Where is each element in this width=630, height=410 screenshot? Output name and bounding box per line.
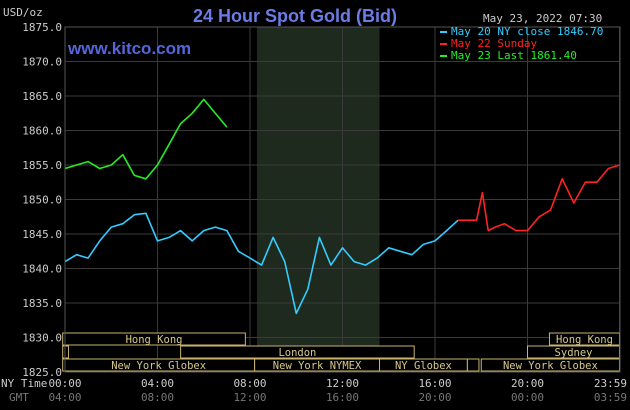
x-tick-label-ny: 20:00 (511, 377, 544, 390)
session-bar-label: NY Globex (395, 360, 452, 372)
session-bar-label: London (278, 347, 316, 359)
y-tick-label: 1855.0 (22, 159, 62, 172)
chart-title: 24 Hour Spot Gold (Bid) (193, 6, 397, 26)
x-tick-label-ny: 04:00 (141, 377, 174, 390)
x-tick-label-ny: 23:59 (594, 377, 627, 390)
x-tick-label-gmt: 00:00 (511, 391, 544, 404)
timestamp: May 23, 2022 07:30 (483, 12, 602, 25)
legend-swatch (440, 31, 447, 33)
legend-entry: May 23 Last 1861.40 (451, 49, 577, 62)
watermark-text: www.kitco.com (67, 39, 191, 58)
y-tick-label: 1830.0 (22, 332, 62, 345)
session-bar (62, 345, 69, 359)
unit-label: USD/oz (3, 6, 43, 19)
y-tick-label: 1875.0 (22, 21, 62, 34)
ny-time-row-label: NY Time (1, 377, 47, 390)
legend-entry: May 20 NY close 1846.70 (451, 25, 603, 38)
x-tick-label-gmt: 04:00 (48, 391, 81, 404)
y-tick-label: 1840.0 (22, 263, 62, 276)
y-tick-label: 1845.0 (22, 228, 62, 241)
session-bar (466, 358, 480, 372)
session-bar-label: New York Globex (503, 360, 598, 372)
session-bar-label: New York NYMEX (273, 360, 362, 372)
x-tick-label-gmt: 03:59 (594, 391, 627, 404)
y-tick-label: 1860.0 (22, 125, 62, 138)
session-bar (180, 345, 415, 359)
legend-swatch (440, 43, 447, 45)
legend-swatch (440, 55, 447, 57)
y-tick-label: 1865.0 (22, 90, 62, 103)
plot-frame (64, 26, 621, 373)
x-tick-label-ny: 12:00 (326, 377, 359, 390)
session-bar-label: Hong Kong (126, 334, 183, 346)
legend-entry: May 22 Sunday (451, 37, 537, 50)
y-tick-label: 1835.0 (22, 297, 62, 310)
x-tick-label-gmt: 20:00 (418, 391, 451, 404)
session-bar-label: New York Globex (111, 360, 206, 372)
price-series-line-2 (64, 98, 228, 180)
x-tick-label-ny: 00:00 (48, 377, 81, 390)
y-tick-label: 1870.0 (22, 56, 62, 69)
y-tick-label: 1850.0 (22, 194, 62, 207)
x-tick-label-gmt: 12:00 (233, 391, 266, 404)
x-tick-label-ny: 16:00 (418, 377, 451, 390)
x-tick-label-ny: 08:00 (233, 377, 266, 390)
gmt-row-label: GMT (9, 391, 29, 404)
price-series-line-0 (64, 212, 459, 315)
x-tick-label-gmt: 08:00 (141, 391, 174, 404)
session-bar (62, 332, 246, 346)
session-bar-label: Sydney (555, 347, 593, 359)
session-bar-label: Hong Kong (556, 334, 613, 346)
y-tick-label: 1825.0 (22, 366, 62, 379)
price-series-line-1 (458, 164, 620, 232)
x-tick-label-gmt: 16:00 (326, 391, 359, 404)
